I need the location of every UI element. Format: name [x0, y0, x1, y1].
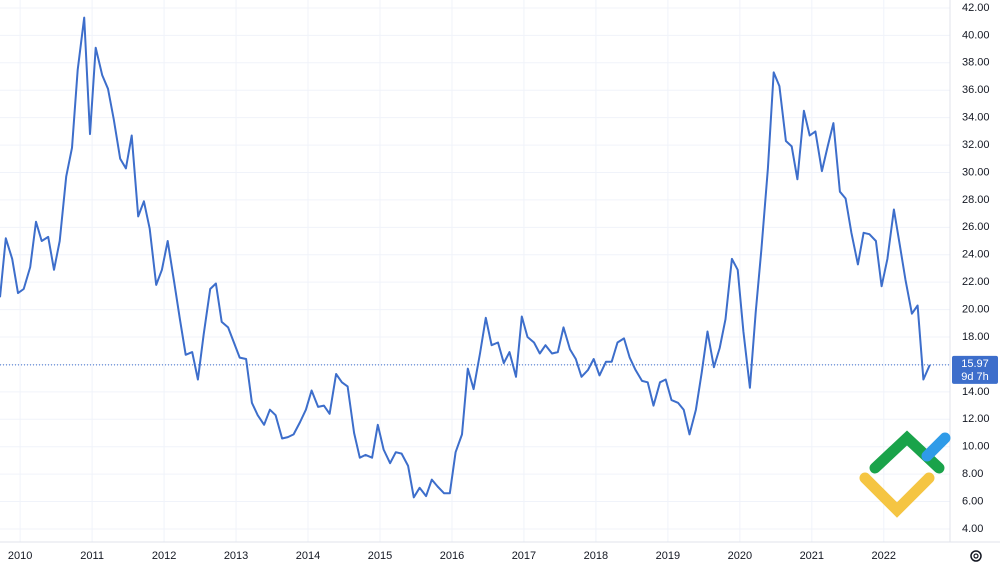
- y-tick-label: 36.00: [962, 84, 990, 96]
- x-tick-label: 2010: [8, 550, 32, 562]
- gear-hub: [973, 553, 979, 559]
- last-price-badge: [952, 355, 998, 384]
- y-tick-label: 22.00: [962, 276, 990, 288]
- x-tick-label: 2022: [872, 550, 896, 562]
- y-tick-label: 12.00: [962, 413, 990, 425]
- y-tick-label: 4.00: [962, 523, 983, 535]
- price-line: [0, 16, 931, 499]
- x-tick-label: 2020: [728, 550, 752, 562]
- gear-ring: [970, 550, 982, 562]
- logo-yellow: [859, 472, 935, 518]
- y-tick-label: 18.00: [962, 331, 990, 343]
- y-tick-label: 34.00: [962, 112, 990, 124]
- x-tick-label: 2016: [440, 550, 464, 562]
- x-tick-label: 2014: [296, 550, 320, 562]
- y-tick-label: 10.00: [962, 441, 990, 453]
- plot-area: [0, 16, 950, 499]
- countdown-label: 9d 7h: [961, 371, 989, 383]
- x-tick-label: 2018: [584, 550, 608, 562]
- y-tick-label: 38.00: [962, 57, 990, 69]
- x-tick-label: 2013: [224, 550, 248, 562]
- y-tick-label: 20.00: [962, 304, 990, 316]
- y-tick-label: 32.00: [962, 139, 990, 151]
- last-price-label: 15.97: [961, 358, 989, 370]
- logo: [859, 430, 951, 518]
- x-tick-label: 2017: [512, 550, 536, 562]
- y-tick-label: 28.00: [962, 194, 990, 206]
- settings-icon[interactable]: [970, 550, 982, 562]
- grid: [0, 0, 950, 542]
- y-tick-label: 8.00: [962, 468, 983, 480]
- y-tick-label: 14.00: [962, 386, 990, 398]
- y-tick-label: 30.00: [962, 166, 990, 178]
- x-tick-label: 2011: [80, 550, 104, 562]
- x-tick-label: 2019: [656, 550, 680, 562]
- x-tick-label: 2012: [152, 550, 176, 562]
- y-tick-label: 42.00: [962, 2, 990, 14]
- x-tick-label: 2015: [368, 550, 392, 562]
- y-tick-label: 26.00: [962, 221, 990, 233]
- y-tick-label: 24.00: [962, 249, 990, 261]
- y-tick-label: 40.00: [962, 29, 990, 41]
- x-tick-label: 2021: [800, 550, 824, 562]
- logo-blue: [921, 432, 951, 462]
- y-tick-label: 6.00: [962, 495, 983, 507]
